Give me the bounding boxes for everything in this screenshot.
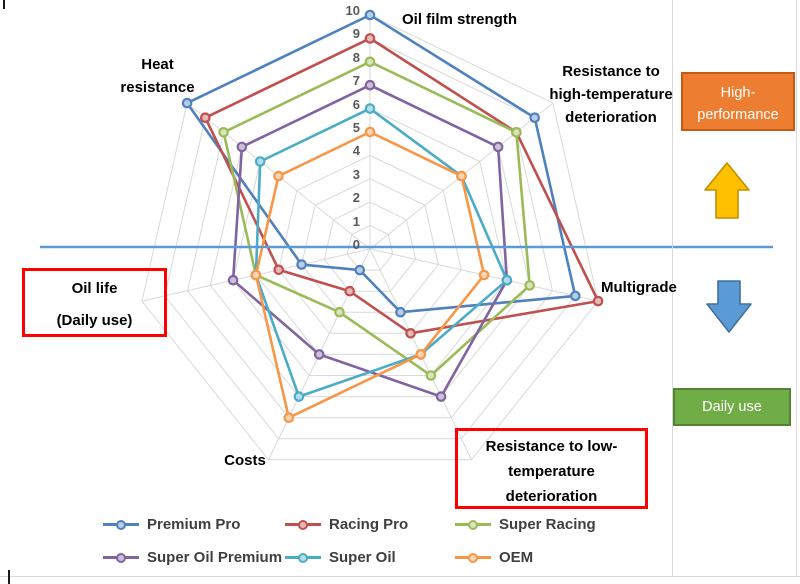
axis-tick-label: 0 [352,237,360,252]
legend-item: Premium Pro [103,516,285,533]
legend-marker-icon [103,553,139,563]
heat-resistance-line2: resistance [120,79,195,96]
legend-marker-icon [285,553,321,563]
axis-label-high-temp: Resistance to high-temperature deteriora… [540,60,682,129]
axis-tick-label: 4 [352,143,360,159]
high-temp-line3: deterioration [565,109,657,126]
plot-right-border [672,0,673,577]
plot-bottom-border [0,576,800,577]
low-temp-line3: deterioration [505,488,598,505]
legend-label: Super Racing [499,516,596,533]
high-temp-line1: Resistance to [562,63,660,80]
legend-item: Racing Pro [285,516,455,533]
legend-label: Racing Pro [329,516,409,533]
high-performance-line1: High- [720,85,756,101]
legend-marker-icon [455,553,491,563]
axis-tick-label: 8 [352,49,360,65]
legend-item: Super Oil Premium [103,549,285,566]
legend-label: Premium Pro [147,516,241,533]
legend-marker-icon [455,520,491,530]
legend-label: OEM [499,549,534,566]
legend-item: OEM [455,549,763,566]
axis-tick-label: 2 [352,190,360,206]
axis-label-multigrade: Multigrade [601,279,677,296]
axis-label-heat-resistance: Heat resistance [100,53,215,99]
legend-item: Super Racing [455,516,763,533]
axis-label-costs: Costs [224,452,266,469]
axis-tick-label: 5 [352,120,360,135]
oil-life-line1: Oil life [71,280,118,297]
axis-tick-label: 9 [352,26,360,42]
low-temp-line1: Resistance to low- [485,438,618,455]
legend-marker-icon [103,520,139,530]
daily-use-box: Daily use [673,388,791,426]
axis-label-oil-life-callout: Oil life (Daily use) [22,268,167,337]
high-temp-line2: high-temperature [549,86,673,103]
axis-label-low-temp-callout: Resistance to low- temperature deteriora… [455,428,648,509]
axis-label-oil-film-strength: Oil film strength [402,11,518,28]
axis-tick-label: 10 [345,3,360,18]
plot-far-right-border [796,0,797,577]
axis-tick-label: 6 [352,96,360,112]
top-left-tick [3,0,5,9]
legend: Premium Pro Racing Pro Super Racing Super O… [103,508,763,574]
oil-life-line2: (Daily use) [56,312,133,329]
heat-resistance-line1: Heat [141,56,174,73]
axis-tick-label: 3 [352,166,360,182]
legend-item: Super Oil [285,549,455,566]
legend-marker-icon [285,520,321,530]
low-temp-line2: temperature [508,463,595,480]
high-performance-box: High- performance [681,72,795,131]
legend-label: Super Oil [329,549,396,566]
legend-label: Super Oil Premium [147,549,283,566]
high-performance-line2: performance [697,107,779,123]
axis-tick-label: 1 [352,213,360,229]
axis-tick-label: 7 [352,73,360,89]
bottom-left-tick [8,570,10,584]
